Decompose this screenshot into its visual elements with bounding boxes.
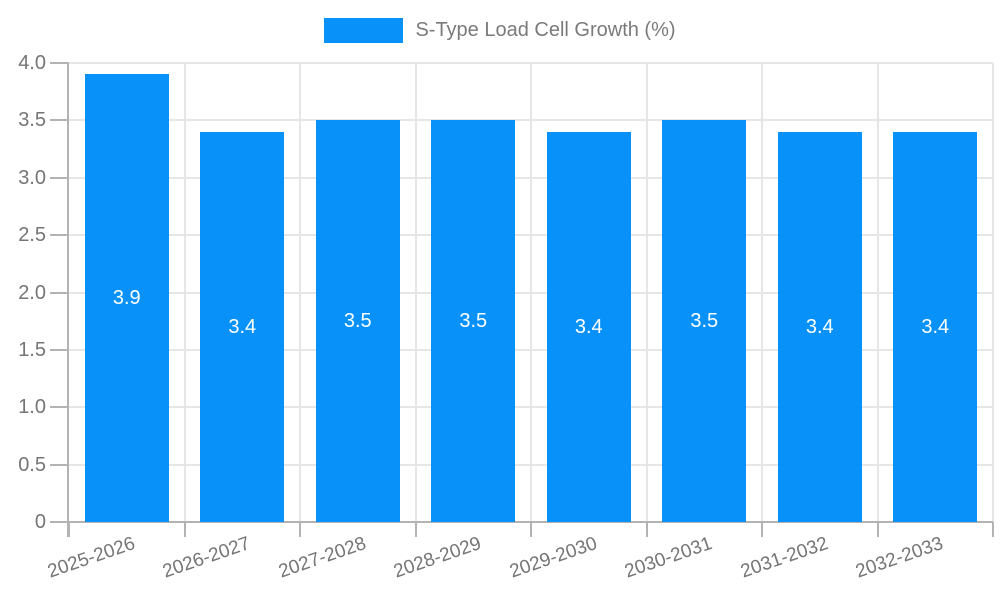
bar-value-label: 3.4 xyxy=(228,315,257,338)
x-tick xyxy=(761,522,763,537)
y-tick xyxy=(50,406,69,409)
x-tick xyxy=(992,522,994,537)
bar-value-label: 3.4 xyxy=(921,315,950,338)
x-tick xyxy=(876,522,879,537)
x-tick xyxy=(530,522,532,537)
x-gridline xyxy=(183,63,186,522)
y-tick-label: 3.5 xyxy=(18,109,46,132)
bar-2031-2032 xyxy=(777,131,862,522)
bar-value-label: 3.4 xyxy=(574,315,603,338)
bar-value-label: 3.4 xyxy=(805,315,834,338)
legend-label: S-Type Load Cell Growth (%) xyxy=(415,19,676,41)
x-tick xyxy=(645,522,648,537)
y-axis-line xyxy=(67,63,69,537)
x-gridline xyxy=(414,63,417,522)
y-tick xyxy=(50,234,69,237)
y-tick xyxy=(50,119,69,122)
bar-value-label: 3.9 xyxy=(112,287,141,310)
y-tick-label: 0 xyxy=(34,511,46,533)
y-tick xyxy=(50,348,69,351)
legend-swatch xyxy=(324,18,404,43)
y-tick xyxy=(50,521,69,523)
y-tick-label: 1.0 xyxy=(18,396,46,419)
y-tick xyxy=(50,463,69,466)
bar-value-label: 3.5 xyxy=(690,310,719,333)
bar-2027-2028 xyxy=(315,120,400,522)
x-gridline xyxy=(645,63,648,522)
x-tick xyxy=(183,522,186,537)
x-gridline xyxy=(876,63,879,522)
bar-2025-2026 xyxy=(84,74,169,522)
x-gridline xyxy=(299,63,301,522)
chart-legend: S-Type Load Cell Growth (%) xyxy=(0,16,1000,45)
bar-2032-2033 xyxy=(893,131,978,522)
bar-value-label: 3.5 xyxy=(343,310,372,333)
y-tick-label: 1.5 xyxy=(18,338,46,361)
y-tick-label: 2.0 xyxy=(18,281,46,304)
bar-2028-2029 xyxy=(431,120,516,522)
x-tick xyxy=(299,522,301,537)
x-tick xyxy=(68,522,70,537)
x-gridline xyxy=(530,63,532,522)
x-tick xyxy=(414,522,417,537)
legend-item[interactable]: S-Type Load Cell Growth (%) xyxy=(324,16,676,45)
y-tick xyxy=(50,62,69,64)
y-tick-label: 4.0 xyxy=(18,52,46,74)
y-tick xyxy=(50,176,69,179)
y-tick xyxy=(50,291,69,294)
y-tick-label: 0.5 xyxy=(18,453,46,476)
bar-2026-2027 xyxy=(200,131,285,522)
x-gridline xyxy=(992,63,994,522)
y-tick-label: 2.5 xyxy=(18,224,46,247)
x-gridline xyxy=(761,63,763,522)
bar-2030-2031 xyxy=(662,120,747,522)
bar-value-label: 3.5 xyxy=(459,310,488,333)
y-tick-label: 3.0 xyxy=(18,166,46,189)
bar-2029-2030 xyxy=(546,131,631,522)
